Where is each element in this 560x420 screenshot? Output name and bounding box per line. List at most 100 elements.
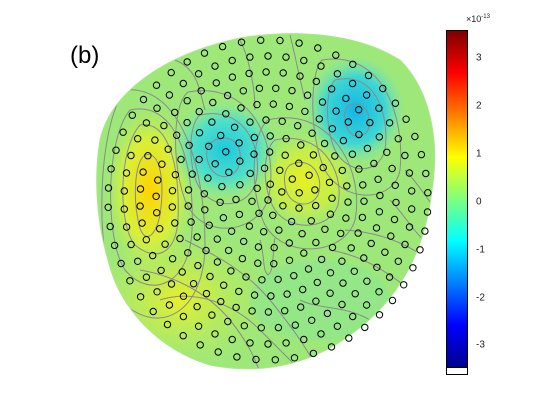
- sensor-circle: [216, 198, 224, 207]
- sensor-circle: [206, 272, 214, 281]
- sensor-circle: [246, 169, 254, 178]
- sensor-circle: [126, 277, 134, 285]
- sensor-circle: [290, 272, 298, 280]
- sensor-circle: [321, 225, 329, 234]
- sensor-circle: [360, 254, 368, 262]
- sensor-circle: [364, 71, 373, 80]
- sensor-circle: [375, 311, 384, 319]
- sensor-circle: [408, 205, 416, 213]
- sensor-circle: [194, 322, 203, 330]
- sensor-markers: [104, 36, 432, 364]
- sensor-circle: [338, 166, 346, 175]
- sensor-circle: [195, 129, 204, 137]
- sensor-circle: [405, 169, 414, 177]
- sensor-circle: [228, 335, 236, 344]
- sensor-circle: [423, 208, 432, 216]
- sensor-circle: [392, 198, 400, 207]
- sensor-circle: [248, 307, 256, 315]
- sensor-circle: [320, 139, 329, 148]
- sensor-circle: [152, 81, 161, 89]
- sensor-circle: [153, 104, 161, 112]
- sensor-circle: [246, 339, 254, 347]
- sensor-circle: [232, 195, 240, 204]
- sensor-circle: [339, 279, 347, 287]
- sensor-circle: [288, 175, 296, 183]
- sensor-circle: [317, 330, 325, 338]
- sensor-circle: [219, 214, 228, 222]
- sensor-circle: [347, 244, 355, 252]
- sensor-circle: [362, 91, 371, 99]
- sensor-circle: [411, 132, 419, 141]
- sensor-circle: [332, 51, 340, 59]
- sensor-circle: [246, 118, 254, 126]
- sensor-circle: [343, 182, 351, 190]
- sensor-circle: [230, 123, 239, 132]
- sensor-circle: [122, 223, 131, 231]
- sensor-circle: [223, 91, 232, 100]
- sensor-circle: [326, 269, 335, 277]
- sensor-circle: [179, 312, 188, 321]
- sensor-circle: [275, 226, 283, 234]
- sensor-circle: [127, 240, 135, 249]
- sensor-circle: [315, 115, 323, 123]
- colorbar-bottom-strip: [446, 368, 468, 375]
- sensor-circle: [285, 256, 294, 264]
- sensor-circle: [235, 287, 243, 296]
- sensor-circle: [248, 197, 256, 206]
- sensor-circle: [408, 187, 416, 195]
- sensor-circle: [176, 234, 184, 243]
- sensor-circle: [204, 174, 212, 182]
- sensor-circle: [360, 197, 368, 205]
- sensor-circle: [208, 118, 216, 126]
- colorbar-tick-label: 3: [476, 52, 482, 64]
- sensor-circle: [295, 189, 303, 197]
- sensor-circle: [161, 240, 169, 248]
- sensor-circle: [338, 300, 346, 309]
- sensor-circle: [171, 171, 180, 179]
- sensor-circle: [224, 317, 232, 326]
- sensor-circle: [149, 307, 157, 316]
- head-field: [96, 33, 435, 369]
- sensor-circle: [149, 251, 157, 260]
- sensor-circle: [128, 111, 137, 119]
- sensor-circle: [303, 91, 312, 99]
- sensor-circle: [260, 164, 269, 172]
- sensor-circle: [213, 258, 222, 266]
- sensor-circle: [239, 87, 248, 95]
- sensor-circle: [332, 107, 340, 115]
- sensor-circle: [158, 160, 166, 168]
- colorbar-exponent: ×10-13: [466, 14, 490, 24]
- sensor-circle: [209, 98, 217, 107]
- sensor-circle: [416, 246, 424, 254]
- sensor-circle: [188, 170, 197, 178]
- sensor-circle: [344, 118, 352, 126]
- sensor-circle: [362, 301, 371, 309]
- sensor-circle: [297, 303, 305, 311]
- sensor-circle: [257, 36, 265, 44]
- sensor-circle: [338, 257, 346, 265]
- sensor-circle: [274, 275, 282, 284]
- sensor-circle: [355, 130, 363, 139]
- sensor-circle: [157, 266, 165, 275]
- sensor-circle: [139, 95, 148, 104]
- sensor-circle: [154, 176, 162, 184]
- sensor-circle: [225, 168, 233, 177]
- sensor-circle: [136, 185, 145, 193]
- sensor-circle: [255, 209, 263, 218]
- sensor-circle: [136, 202, 144, 210]
- sensor-circle: [300, 249, 308, 257]
- sensor-circle: [311, 186, 319, 194]
- sensor-circle: [127, 151, 135, 160]
- sensor-circle: [326, 210, 335, 218]
- sensor-circle: [179, 292, 188, 300]
- colorbar-gradient: [446, 30, 468, 368]
- sensor-circle: [184, 186, 193, 194]
- sensor-circle: [370, 159, 378, 168]
- sensor-circle: [387, 232, 395, 240]
- sensor-circle: [350, 267, 358, 275]
- sensor-circle: [379, 84, 387, 93]
- sensor-circle: [355, 165, 363, 173]
- sensor-circle: [285, 102, 294, 111]
- sensor-circle: [238, 254, 247, 263]
